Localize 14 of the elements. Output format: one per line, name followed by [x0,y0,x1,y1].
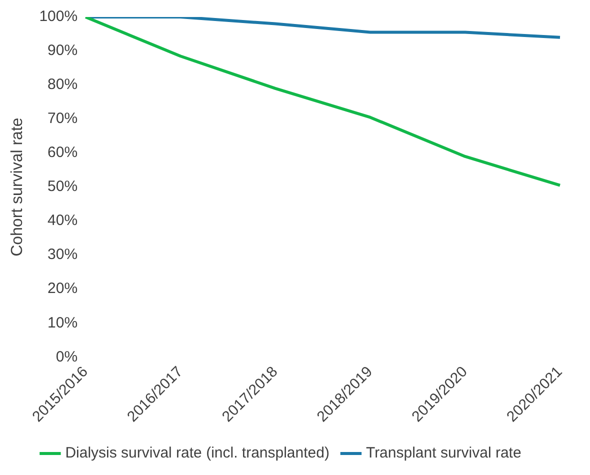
y-tick-label: 30% [48,246,78,264]
y-tick-label: 10% [48,314,78,332]
legend-label: Transplant survival rate [366,444,522,462]
y-tick-label: 90% [48,42,78,60]
y-axis-title: Cohort survival rate [9,118,26,256]
y-tick-label: 0% [56,348,78,366]
y-tick-label: 50% [48,178,78,196]
y-tick-label: 80% [48,76,78,94]
y-tick-label: 40% [48,212,78,230]
y-tick-label: 20% [48,280,78,298]
y-tick-label: 60% [48,144,78,162]
legend-label: Dialysis survival rate (incl. transplanted) [65,444,330,462]
y-tick-label: 100% [39,8,78,26]
y-tick-label: 70% [48,110,78,128]
